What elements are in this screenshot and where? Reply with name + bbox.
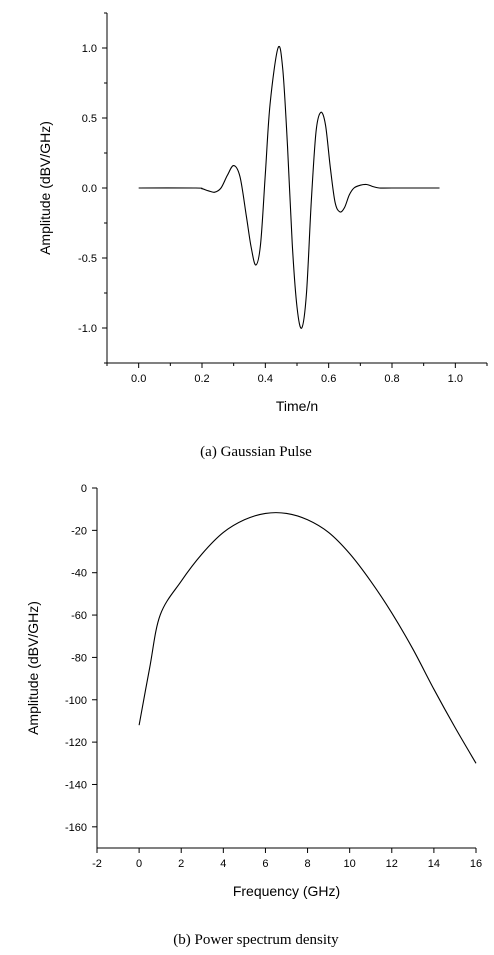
x-tick-label: 12 bbox=[386, 858, 398, 870]
y-tick-label: 0.0 bbox=[82, 183, 97, 195]
x-tick-label: 0 bbox=[136, 858, 142, 870]
x-tick-label: 6 bbox=[262, 858, 268, 870]
x-tick-label: 0.6 bbox=[321, 373, 336, 385]
x-tick-label: -2 bbox=[92, 858, 102, 870]
x-tick-label: 10 bbox=[344, 858, 356, 870]
y-tick-label: 1.0 bbox=[82, 43, 97, 55]
y-tick-label: -40 bbox=[71, 568, 87, 580]
x-tick-label: 2 bbox=[178, 858, 184, 870]
x-tick-label: 8 bbox=[304, 858, 310, 870]
y-tick-label: -120 bbox=[65, 737, 87, 749]
x-ticks: 0.0 0.2 0.4 0.6 0.8 1.0 bbox=[106, 363, 488, 385]
x-tick-label: 0.4 bbox=[258, 373, 273, 385]
y-tick-label: -0.5 bbox=[78, 253, 97, 265]
y-tick-label: -80 bbox=[71, 652, 87, 664]
y-axis-label: Amplitude (dBV/GHz) bbox=[37, 121, 53, 255]
y-tick-label: -60 bbox=[71, 610, 87, 622]
y-tick-label: -100 bbox=[65, 695, 87, 707]
y-tick-label: -1.0 bbox=[78, 323, 97, 335]
x-tick-label: 14 bbox=[428, 858, 440, 870]
y-tick-label: 0.5 bbox=[82, 113, 97, 125]
x-tick-label: 0.2 bbox=[194, 373, 209, 385]
y-tick-label: -140 bbox=[65, 779, 87, 791]
y-tick-label: -160 bbox=[65, 822, 87, 834]
y-ticks: 0 -20 -40 -60 -80 -100 -120 -140 -160 bbox=[65, 483, 97, 834]
x-tick-label: 16 bbox=[470, 858, 482, 870]
x-tick-label: 1.0 bbox=[448, 373, 463, 385]
power-spectrum-chart: -2 0 2 4 6 8 10 12 14 16 0-20-40-60-80-100-120-14… bbox=[25, 483, 482, 899]
y-ticks: -1.0 -0.5 0.0 0.5 1.0 bbox=[78, 12, 107, 364]
gaussian-pulse-chart: 0.0 0.2 0.4 0.6 0.8 1.0 -1.0 -0.5 0.0 0.5 1.0 Tim… bbox=[37, 12, 488, 414]
caption-b: (b) Power spectrum density bbox=[173, 932, 339, 948]
x-axis-label: Frequency (GHz) bbox=[233, 883, 340, 899]
x-tick-label: 0.0 bbox=[131, 373, 146, 385]
y-tick-label: -20 bbox=[71, 525, 87, 537]
x-tick-label: 0.8 bbox=[384, 373, 399, 385]
y-tick-label: 0 bbox=[81, 483, 87, 495]
caption-a: (a) Gaussian Pulse bbox=[200, 444, 312, 460]
x-ticks: -2 0 2 4 6 8 10 12 14 16 bbox=[92, 848, 482, 870]
x-tick-label: 4 bbox=[220, 858, 226, 870]
pulse-series-line bbox=[138, 45, 440, 329]
spectrum-series-line bbox=[138, 512, 477, 764]
y-axis-label: Amplitude (dBV/GHz) bbox=[25, 601, 41, 735]
x-axis-label: Time/n bbox=[276, 398, 318, 414]
